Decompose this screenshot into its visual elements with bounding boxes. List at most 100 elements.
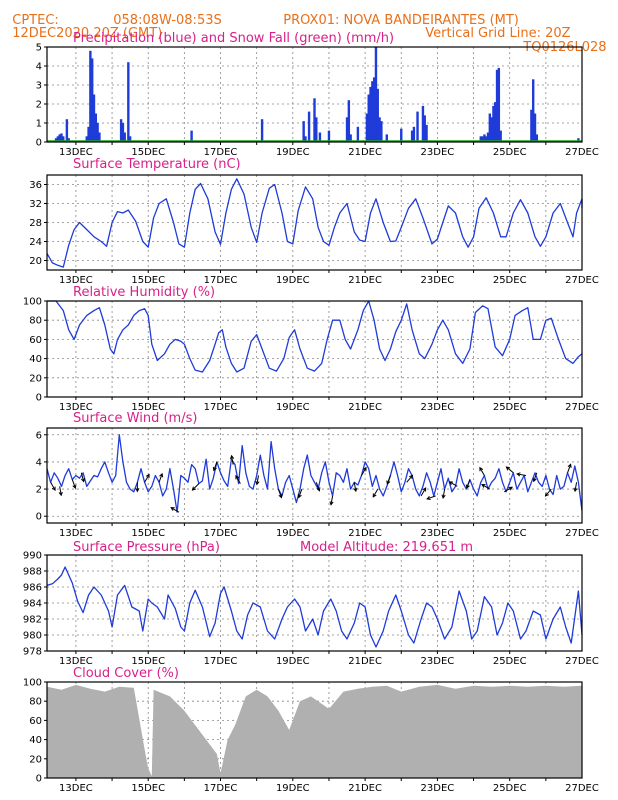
x-tick-label: 27DEC bbox=[565, 147, 599, 158]
y-tick-label: 980 bbox=[23, 631, 42, 642]
x-tick-label: 25DEC bbox=[493, 528, 527, 539]
y-tick-label: 60 bbox=[29, 335, 42, 346]
wind-arrow-head bbox=[505, 466, 510, 471]
x-tick-label: 25DEC bbox=[493, 656, 527, 667]
precip-bar bbox=[89, 50, 92, 142]
precip-bar bbox=[347, 100, 351, 142]
wind-arrow-head bbox=[212, 466, 217, 472]
precip-bar bbox=[313, 98, 316, 142]
precip-bar bbox=[485, 136, 488, 142]
x-tick-label: 21DEC bbox=[348, 783, 382, 794]
y-tick-label: 36 bbox=[29, 180, 42, 191]
wind-arrow-shaft bbox=[506, 466, 514, 474]
x-tick-label: 21DEC bbox=[348, 656, 382, 667]
y-tick-label: 982 bbox=[23, 615, 42, 626]
panel-frame bbox=[46, 681, 583, 779]
wind-arrow-shaft bbox=[235, 475, 241, 484]
x-tick-label: 21DEC bbox=[348, 402, 382, 413]
wind-arrow-shaft bbox=[170, 507, 180, 513]
cloud-cover-area bbox=[47, 684, 582, 778]
y-tick-label: 988 bbox=[23, 567, 42, 578]
x-tick-label: 13DEC bbox=[59, 275, 93, 286]
x-tick-label: 15DEC bbox=[131, 528, 165, 539]
x-tick-label: 21DEC bbox=[348, 147, 382, 158]
x-tick-label: 15DEC bbox=[131, 402, 165, 413]
wind-arrow-shaft bbox=[361, 467, 367, 476]
wind-arrow-shaft bbox=[192, 483, 200, 491]
precip-bar bbox=[365, 113, 369, 142]
wind-arrow-head bbox=[191, 486, 196, 491]
precip-bar bbox=[530, 109, 533, 142]
wind-arrow-head bbox=[297, 493, 302, 499]
y-tick-label: 0 bbox=[36, 512, 42, 523]
wind-arrow-shaft bbox=[330, 495, 334, 505]
precip-bar bbox=[67, 138, 70, 142]
wind-arrow-head bbox=[159, 472, 164, 478]
x-tick-label: 17DEC bbox=[204, 656, 238, 667]
x-tick-label: 23DEC bbox=[421, 402, 455, 413]
x-tick-label: 27DEC bbox=[565, 402, 599, 413]
wind-arrow-head bbox=[72, 484, 77, 490]
x-tick-label: 23DEC bbox=[421, 783, 455, 794]
x-tick-label: 13DEC bbox=[59, 656, 93, 667]
y-tick-label: 100 bbox=[23, 297, 42, 308]
precip-bar bbox=[128, 136, 132, 142]
wind-arrow-shaft bbox=[442, 488, 446, 499]
x-tick-label: 19DEC bbox=[276, 783, 310, 794]
x-tick-label: 19DEC bbox=[276, 528, 310, 539]
precip-bar bbox=[378, 117, 381, 142]
precip-bar bbox=[190, 130, 193, 142]
precip-bar bbox=[349, 134, 352, 142]
wind-arrow-head bbox=[316, 487, 321, 492]
wind-arrow-head bbox=[465, 484, 470, 490]
wind-arrow-head bbox=[479, 466, 484, 472]
wind-arrow-shaft bbox=[144, 474, 150, 483]
x-tick-label: 13DEC bbox=[59, 147, 93, 158]
panel-title: Precipitation (blue) and Snow Fall (gree… bbox=[73, 31, 394, 46]
wind-arrow-head bbox=[278, 493, 283, 499]
y-tick-label: 28 bbox=[29, 218, 42, 229]
x-tick-label: 13DEC bbox=[59, 402, 93, 413]
wind-arrow-head bbox=[481, 484, 486, 488]
y-tick-label: 0 bbox=[36, 393, 42, 404]
x-tick-label: 13DEC bbox=[59, 528, 93, 539]
wind-arrow-shaft bbox=[353, 482, 357, 492]
panel-title: Surface Wind (m/s) bbox=[73, 411, 197, 426]
header-location: PROX01: NOVA BANDEIRANTES (MT) bbox=[283, 13, 519, 28]
precip-bar bbox=[123, 132, 126, 142]
x-tick-label: 21DEC bbox=[348, 528, 382, 539]
y-tick-label: 978 bbox=[23, 647, 42, 658]
wind-arrow-shaft bbox=[372, 488, 379, 498]
y-tick-label: 20 bbox=[29, 754, 42, 765]
precip-bar bbox=[499, 130, 502, 142]
y-tick-label: 0 bbox=[36, 138, 42, 149]
precip-bar bbox=[494, 102, 497, 142]
precip-bar bbox=[58, 134, 61, 142]
precip-bar bbox=[376, 88, 379, 142]
precip-bar bbox=[127, 62, 130, 143]
precip-bar bbox=[304, 136, 307, 142]
precip-bar bbox=[486, 132, 490, 142]
precip-bar bbox=[372, 77, 376, 142]
wind-arrow-head bbox=[508, 486, 513, 491]
y-tick-label: 80 bbox=[29, 697, 42, 708]
x-tick-label: 23DEC bbox=[421, 147, 455, 158]
x-tick-label: 27DEC bbox=[565, 528, 599, 539]
series-line bbox=[46, 566, 583, 648]
wind-arrow-head bbox=[51, 486, 56, 491]
x-tick-label: 19DEC bbox=[276, 656, 310, 667]
series-line bbox=[46, 434, 583, 513]
precip-bar bbox=[481, 136, 484, 142]
wind-arrow-shaft bbox=[533, 472, 538, 482]
series-line bbox=[47, 300, 583, 373]
wind-arrow-head bbox=[170, 507, 175, 511]
precip-bar bbox=[356, 126, 360, 142]
wind-arrow-shaft bbox=[213, 461, 218, 471]
precip-bar bbox=[87, 126, 90, 142]
wind-arrow-head bbox=[235, 474, 240, 480]
wind-arrow-shaft bbox=[406, 475, 413, 483]
wind-arrow-shaft bbox=[386, 475, 391, 485]
wind-arrow-shaft bbox=[420, 487, 427, 497]
wind-arrow-head bbox=[573, 487, 578, 493]
y-tick-label: 4 bbox=[36, 62, 42, 73]
